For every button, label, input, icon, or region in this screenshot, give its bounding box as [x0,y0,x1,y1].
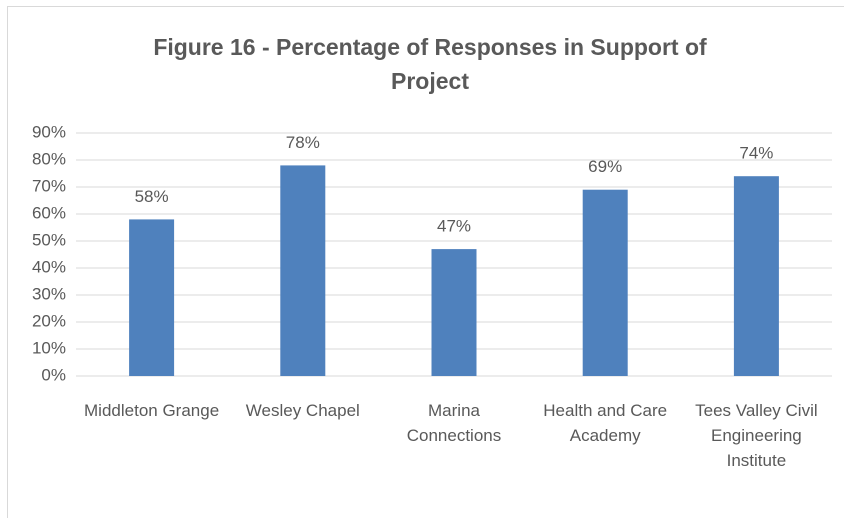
data-label: 78% [286,133,320,152]
y-tick-label: 80% [32,149,66,168]
x-tick-label: Middleton Grange [84,401,220,420]
data-label: 47% [437,217,471,236]
y-tick-label: 20% [32,311,66,330]
x-tick-label: Tees Valley Civil Engineering Institute [695,401,818,470]
bar [129,219,175,376]
bar [733,176,779,376]
y-tick-label: 50% [32,230,66,249]
y-tick-label: 10% [32,338,66,357]
x-tick-label: Health and Care Academy [543,401,668,445]
y-tick-label: 30% [32,284,66,303]
data-label: 58% [135,187,169,206]
chart-border [7,6,844,518]
bar [431,249,477,376]
x-tick-label: Marina Connections [406,401,502,445]
bar [280,165,326,376]
y-tick-label: 70% [32,176,66,195]
x-tick-label: Wesley Chapel [245,401,360,420]
y-tick-label: 60% [32,203,66,222]
data-label: 69% [588,157,622,176]
data-label: 74% [739,144,773,163]
y-tick-label: 40% [32,257,66,276]
y-tick-label: 90% [32,122,66,141]
chart-title: Figure 16 - Percentage of Responses in S… [153,34,707,94]
y-tick-label: 0% [41,365,66,384]
bar [582,189,628,376]
